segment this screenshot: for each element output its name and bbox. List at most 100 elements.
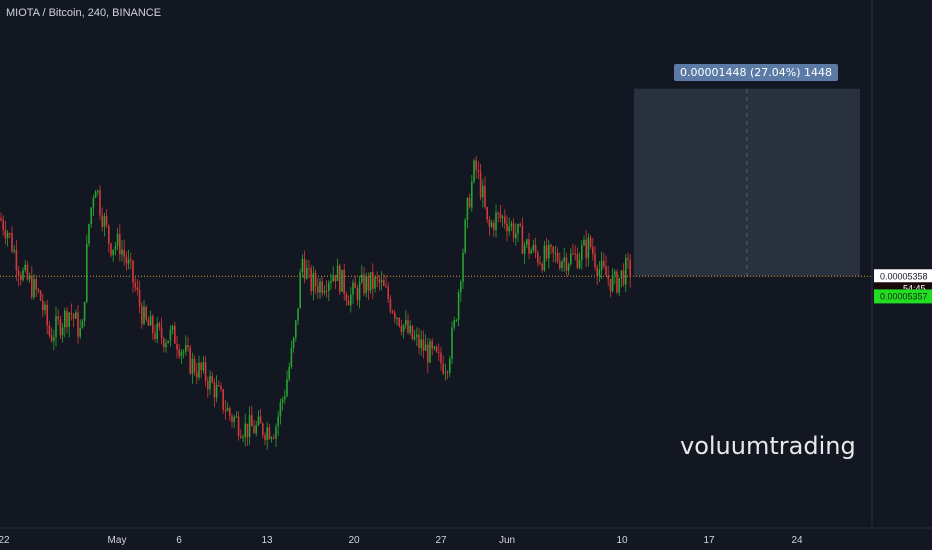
candle-body — [13, 250, 15, 252]
candle-body — [46, 304, 48, 326]
candle-body — [277, 416, 279, 427]
candle-body — [376, 277, 378, 279]
candle-body — [510, 223, 513, 227]
candle-body — [262, 423, 264, 435]
candle-body — [433, 346, 436, 349]
candle-body — [548, 244, 550, 259]
candle-body — [554, 252, 557, 254]
candle-body — [446, 372, 449, 374]
candle-body — [116, 233, 119, 247]
candle-body — [550, 244, 552, 247]
candle-body — [594, 253, 596, 268]
candle-body — [541, 264, 543, 271]
candle-body — [343, 269, 345, 295]
candle-body — [176, 343, 178, 350]
candle-body — [284, 396, 286, 400]
current-price-badge-top — [874, 269, 932, 283]
candle-body — [484, 185, 486, 208]
candle-body — [556, 252, 559, 262]
candle-body — [178, 349, 180, 357]
candle-body — [83, 301, 86, 321]
candle-body — [616, 271, 618, 293]
candle-body — [332, 275, 334, 282]
candle-body — [475, 160, 477, 170]
candle-body — [339, 265, 341, 292]
x-tick-label: Jun — [499, 535, 515, 546]
candle-body — [341, 269, 343, 292]
candle-body — [295, 320, 297, 338]
candle-body — [141, 305, 143, 324]
candle-body — [607, 275, 609, 279]
candle-body — [108, 225, 110, 244]
candle-body — [622, 270, 625, 285]
candle-body — [567, 264, 570, 271]
candle-body — [407, 320, 409, 333]
candle-body — [398, 317, 400, 326]
candle-body — [605, 266, 607, 276]
candle-body — [229, 407, 231, 416]
candle-body — [552, 246, 554, 254]
candle-body — [578, 259, 581, 268]
candle-body — [259, 416, 262, 424]
x-tick-label: 20 — [348, 535, 360, 546]
candle-body — [603, 260, 605, 267]
candle-body — [70, 312, 73, 315]
candle-body — [207, 380, 209, 390]
x-tick-label: 6 — [176, 535, 182, 546]
current-price-text: 0.00005358 — [880, 271, 928, 281]
candle-body — [240, 435, 242, 438]
candle-body — [145, 306, 147, 320]
candle-body — [442, 363, 444, 374]
candle-body — [136, 287, 139, 291]
candle-body — [413, 336, 416, 339]
x-tick-label: May — [108, 535, 127, 546]
candle-body — [2, 220, 4, 231]
candle-body — [532, 244, 535, 251]
candle-body — [55, 316, 57, 338]
candle-body — [226, 407, 229, 412]
candle-body — [543, 245, 546, 271]
candle-body — [358, 281, 361, 301]
candle-body — [209, 375, 211, 390]
candle-body — [191, 358, 194, 374]
candle-body — [486, 207, 488, 220]
candle-body — [504, 216, 506, 224]
candle-body — [154, 332, 156, 340]
candle-body — [479, 171, 482, 198]
candle-body — [143, 306, 145, 324]
candle-body — [400, 325, 403, 332]
candle-body — [251, 415, 253, 427]
candle-body — [152, 316, 154, 333]
candle-body — [198, 362, 200, 378]
candle-body — [396, 317, 398, 319]
candle-body — [374, 277, 376, 289]
measure-box[interactable] — [634, 88, 860, 277]
candle-body — [471, 181, 473, 208]
candle-body — [328, 282, 330, 292]
candle-body — [429, 341, 431, 363]
candle-body — [189, 347, 191, 374]
watermark: voluumtrading — [680, 432, 856, 460]
candle-body — [288, 366, 290, 380]
candle-body — [466, 197, 469, 220]
candle-body — [224, 409, 227, 412]
candle-body — [473, 160, 475, 182]
candle-body — [367, 276, 370, 291]
candle-body — [105, 216, 108, 226]
x-tick-label: 17 — [703, 535, 715, 546]
candle-body — [303, 259, 306, 279]
candle-body — [187, 345, 189, 348]
candle-body — [451, 327, 453, 359]
candle-body — [345, 294, 348, 301]
countdown-text: 54:45 — [903, 283, 926, 293]
candle-body — [66, 310, 68, 328]
candle-body — [233, 416, 235, 422]
candle-body — [431, 341, 433, 349]
candle-body — [134, 282, 136, 288]
candle-body — [35, 279, 37, 290]
candle-body — [455, 320, 458, 322]
candle-body — [611, 274, 614, 292]
candle-body — [512, 223, 515, 239]
candle-body — [317, 286, 319, 293]
